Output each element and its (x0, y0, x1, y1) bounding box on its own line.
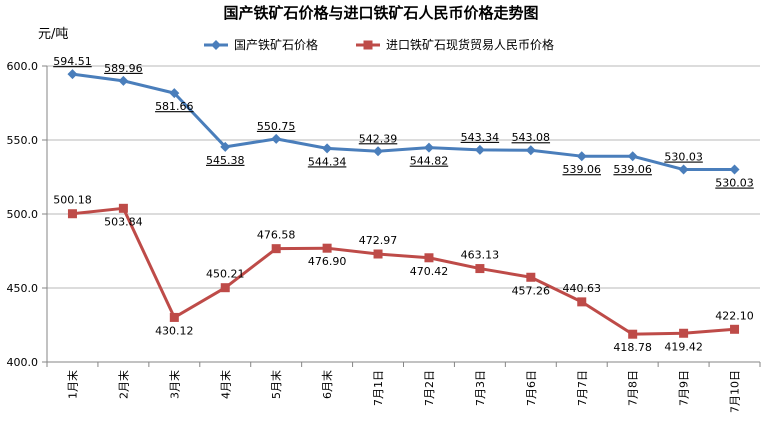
data-label: 539.06 (613, 163, 652, 176)
data-label: 418.78 (613, 341, 652, 354)
series-1-point (169, 312, 179, 322)
data-label: 530.03 (715, 177, 754, 190)
series-1-point (475, 264, 485, 274)
axes (42, 65, 761, 367)
series-group (67, 69, 740, 339)
legend-label-0: 国产铁矿石价格 (234, 37, 318, 52)
data-label: 463.13 (461, 249, 500, 262)
series-1-point (577, 297, 587, 307)
y-axis-unit-label: 元/吨 (38, 27, 68, 42)
y-gridlines (47, 65, 760, 289)
x-tick-label: 7月1日 (372, 370, 385, 406)
data-label: 544.34 (308, 155, 347, 168)
legend-marker-1 (363, 40, 373, 50)
series-0-point (576, 151, 587, 162)
series-0-point (271, 133, 282, 144)
data-label: 543.34 (461, 131, 500, 144)
y-tick-label: 600.0 (7, 60, 39, 73)
series-line-0 (72, 72, 735, 172)
x-tick-label: 7月7日 (576, 370, 589, 406)
series-1-point (271, 244, 281, 254)
data-label: 544.82 (410, 155, 449, 168)
x-tick-label: 7月10日 (729, 370, 742, 413)
x-tick-label: 5月末 (269, 370, 283, 399)
x-tick-label: 6月末 (320, 370, 334, 399)
data-label: 539.06 (563, 163, 602, 176)
series-line-1 (72, 206, 735, 336)
data-label: 589.96 (104, 62, 143, 75)
data-label: 542.39 (359, 132, 398, 145)
series-1-point (730, 324, 740, 334)
series-1-point (373, 249, 383, 259)
series-1-point (322, 243, 332, 253)
data-label: 430.12 (155, 324, 194, 337)
x-tick-label: 7月9日 (678, 370, 691, 406)
y-tick-label: 400.0 (7, 356, 39, 369)
x-tick-label: 7月3日 (474, 370, 487, 406)
series-0-point (627, 151, 638, 162)
data-label: 550.75 (257, 120, 296, 133)
data-label: 476.90 (308, 255, 347, 268)
legend-marker-0 (211, 40, 221, 50)
y-tick-label: 550.0 (7, 134, 39, 147)
data-label: 581.66 (155, 100, 194, 113)
series-1-point (679, 328, 689, 338)
x-tick-label: 7月6日 (525, 370, 538, 406)
chart-title: 国产铁矿石价格与进口铁矿石人民币价格走势图 (223, 4, 538, 22)
data-label: 503.84 (104, 215, 143, 228)
series-0-point (67, 69, 78, 80)
x-tick-labels: 1月末 2月末 3月末 4月末 5月末 6月末 7月1日 7月2日 7月3日 7月6日 7月7日 7月… (65, 370, 741, 413)
y-tick-label: 450.0 (7, 282, 39, 295)
data-label: 440.63 (563, 282, 602, 295)
series-0-point (322, 143, 333, 154)
series-0-point (220, 141, 231, 152)
data-label: 457.26 (512, 284, 551, 297)
x-tick-label: 3月末 (167, 370, 181, 399)
series-0-point (118, 75, 129, 86)
series-0-point (373, 146, 384, 157)
series-1-point (220, 283, 230, 293)
data-label: 476.58 (257, 229, 296, 242)
series-0-point (729, 164, 740, 175)
series-0-point (525, 145, 536, 156)
series-0-point (474, 144, 485, 155)
data-label: 545.38 (206, 154, 245, 167)
data-label: 500.18 (53, 194, 92, 207)
data-label: 472.97 (359, 234, 398, 247)
series-0-point (169, 88, 180, 99)
x-tick-label: 7月2日 (423, 370, 436, 406)
data-labels: 594.51 589.96 581.66 545.38 550.75 544.34 542.… (53, 55, 754, 354)
data-label: 470.42 (410, 265, 449, 278)
data-label: 422.10 (715, 309, 754, 322)
data-label: 419.42 (664, 340, 703, 353)
series-1-point (628, 329, 638, 339)
x-tick-label: 7月8日 (627, 370, 640, 406)
legend-label-1: 进口铁矿石现货贸易人民币价格 (386, 37, 554, 52)
series-1-point (424, 253, 434, 263)
series-0-point (423, 142, 434, 153)
data-label: 530.03 (664, 151, 703, 164)
x-tick-label: 1月末 (65, 370, 79, 399)
y-tick-labels: 600.0 550.0 500.0 450.0 400.0 (7, 60, 39, 369)
x-tick-label: 4月末 (218, 370, 232, 399)
series-1-point (526, 272, 536, 282)
y-tick-label: 500.0 (7, 208, 39, 221)
data-label: 594.51 (53, 55, 92, 68)
series-1-point (118, 203, 128, 213)
data-label: 450.21 (206, 268, 245, 281)
x-tick-label: 2月末 (116, 370, 130, 399)
legend: 国产铁矿石价格 进口铁矿石现货贸易人民币价格 (204, 37, 554, 52)
data-label: 543.08 (512, 131, 551, 144)
series-1-point (67, 209, 77, 219)
series-0-point (678, 164, 689, 175)
